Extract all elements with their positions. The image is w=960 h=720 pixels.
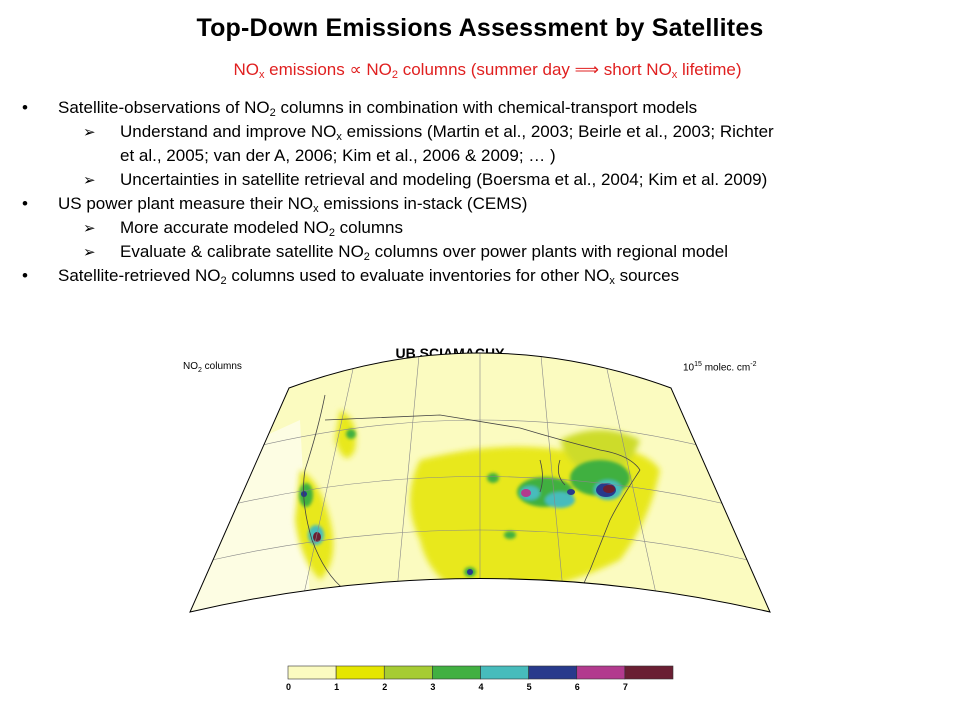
subtitle-part: NO	[361, 60, 392, 79]
sub-bullet-item: ➢ Uncertainties in satellite retrieval a…	[20, 168, 950, 192]
colorbar-segment	[528, 665, 578, 680]
bullet-text: US power plant measure their NO	[58, 194, 314, 213]
sub-bullet-text: Understand and improve NO	[120, 122, 337, 141]
colorbar-segment	[624, 665, 674, 680]
map-label-part: columns	[201, 361, 242, 372]
map-field	[190, 353, 770, 612]
ocean-area-west	[190, 420, 310, 612]
map-background	[190, 353, 770, 612]
sub-bullet-text: et al., 2005; van der A, 2006; Kim et al…	[120, 146, 556, 165]
bullet-sub: 2	[269, 107, 276, 119]
subtitle-sub: x	[258, 69, 265, 81]
sub-bullet-item: ➢ More accurate modeled NO2 columns	[20, 216, 950, 240]
bullet-item: • Satellite-retrieved NO2 columns used t…	[20, 264, 950, 288]
sub-bullet-sub: 2	[328, 227, 335, 239]
colorbar-segment	[480, 665, 529, 680]
sub-bullet-text: columns over power plants with regional …	[369, 242, 729, 261]
proportional-symbol: ∝	[349, 60, 362, 80]
bullet-dot-icon: •	[22, 194, 28, 213]
bullet-text: Satellite-retrieved NO	[58, 266, 221, 285]
arrow-bullet-icon: ➢	[83, 123, 96, 141]
arrow-bullet-icon: ➢	[83, 243, 96, 261]
map-border	[189, 352, 771, 613]
map-title: UB SCIAMACHY	[395, 345, 505, 361]
bullet-dot-icon: •	[22, 98, 28, 117]
subtitle-part: lifetime)	[677, 60, 742, 79]
ocean-area-gulf	[420, 585, 640, 612]
map-coastlines	[303, 394, 641, 612]
bullet-sub: x	[313, 203, 319, 215]
map-label-part: 10	[683, 362, 695, 374]
map-label-part: molec. cm	[701, 362, 751, 374]
bullet-text: emissions in-stack (CEMS)	[318, 194, 528, 213]
colorbar-tick-label: 3	[430, 682, 436, 692]
bullet-text: sources	[614, 266, 680, 285]
sub-bullet-item: ➢ Understand and improve NOx emissions (…	[20, 120, 950, 168]
bullet-item: • US power plant measure their NOx emiss…	[20, 192, 950, 216]
bullet-item: • Satellite-observations of NO2 columns …	[20, 96, 950, 120]
map-variable-label: NO2 columns	[183, 361, 242, 374]
peak-emission-hotspots	[301, 483, 616, 575]
sub-bullet-text: Evaluate & calibrate satellite NO	[120, 242, 364, 261]
slide-subtitle: NOx emissions ∝ NO2 columns (summer day …	[0, 60, 960, 81]
moderate-emission-areas	[295, 410, 660, 600]
slide-title: Top-Down Emissions Assessment by Satelli…	[196, 14, 764, 42]
colorbar-segment	[576, 665, 626, 680]
map-graticule	[211, 353, 749, 612]
bullet-list: • Satellite-observations of NO2 columns …	[20, 96, 950, 288]
bullet-text: Satellite-observations of NO	[58, 98, 270, 117]
bullet-sub: x	[609, 275, 615, 287]
map-label-part: NO	[183, 361, 198, 372]
arrow-bullet-icon: ➢	[83, 219, 96, 237]
map-label-sup: -2	[750, 361, 757, 368]
colorbar-tick-label: 0	[286, 682, 292, 692]
high-emission-areas	[299, 429, 630, 606]
implies-symbol: ⟹	[574, 60, 600, 80]
subtitle-part: NO	[233, 60, 259, 79]
colorbar-segment	[383, 665, 433, 680]
sub-bullet-text: Uncertainties in satellite retrieval and…	[120, 170, 768, 189]
arrow-bullet-icon: ➢	[83, 171, 96, 189]
subtitle-part: short NO	[599, 60, 672, 79]
subtitle-part: emissions	[264, 60, 350, 79]
colorbar-segment	[432, 665, 481, 680]
bullet-sub: 2	[220, 275, 227, 287]
map-label-sub: 2	[198, 367, 202, 374]
colorbar-segment	[287, 665, 337, 680]
colorbar-tick-label: 7	[622, 682, 628, 692]
colorbar-segment	[335, 665, 385, 680]
colorbar-tick-label: 1	[334, 682, 340, 692]
sub-bullet-sub: x	[336, 131, 342, 143]
colorbar	[287, 665, 674, 680]
sub-bullet-sub: 2	[363, 251, 370, 263]
subtitle-sub: 2	[391, 69, 398, 81]
colorbar-tick-label: 4	[478, 682, 484, 692]
colorbar-tick-label: 6	[574, 682, 580, 692]
map-units-label: 1015 molec. cm-2	[683, 361, 757, 373]
bullet-text: columns in combination with chemical-tra…	[275, 98, 698, 117]
bullet-text: columns used to evaluate inventories for…	[226, 266, 610, 285]
colorbar-tick-label: 5	[526, 682, 532, 692]
sub-bullet-text: columns	[334, 218, 403, 237]
sub-bullet-text: More accurate modeled NO	[120, 218, 329, 237]
sub-bullet-item: ➢ Evaluate & calibrate satellite NO2 col…	[20, 240, 950, 264]
subtitle-part: columns (summer day	[398, 60, 575, 79]
colorbar-tick-label: 2	[382, 682, 388, 692]
sub-bullet-text: emissions (Martin et al., 2003; Beirle e…	[341, 122, 774, 141]
bullet-dot-icon: •	[22, 266, 28, 285]
subtitle-sub: x	[671, 69, 678, 81]
map-label-sup: 15	[694, 361, 702, 368]
